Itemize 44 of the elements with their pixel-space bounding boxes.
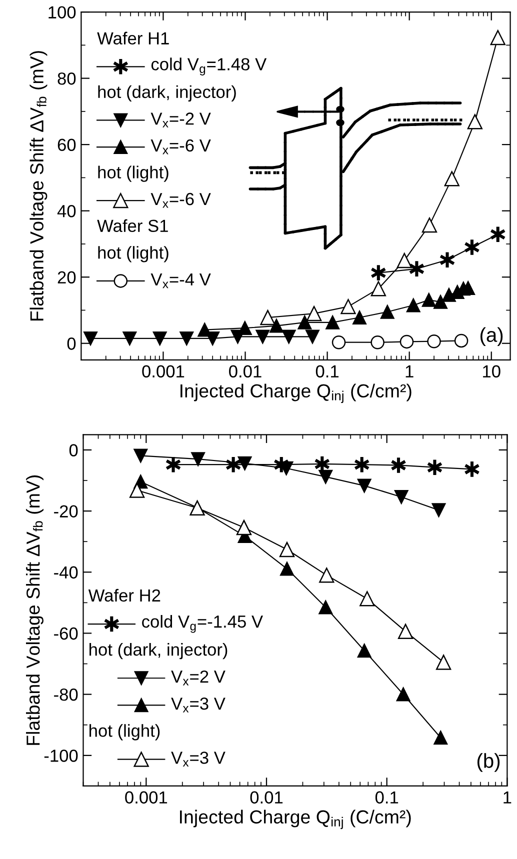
x-tick-label: 0.1: [316, 365, 339, 378]
annotation: hot (dark, injector): [90, 642, 228, 660]
y-tick-label: 80: [58, 72, 76, 85]
y-tick-label: 100: [48, 6, 76, 18]
legend-label: V$_{x}$=3 V: [171, 752, 226, 766]
y-tick-label: 20: [58, 271, 76, 284]
y-tick-label: 0: [69, 444, 78, 456]
x-tick-label: 0.01: [250, 791, 283, 804]
legend-label: V$_{x}$=-2 V: [150, 112, 211, 128]
x-axis-title: Injected Charge Q$_{inj}$ (C/cm²): [180, 810, 411, 830]
x-tick-label: 0.1: [375, 791, 398, 804]
y-tick-label: 0: [67, 338, 76, 350]
x-tick-label: 1: [504, 791, 512, 804]
annotation: hot (dark, injector): [98, 85, 236, 102]
y-tick-label: -100: [44, 750, 78, 762]
annotation: Wafer H2: [88, 588, 160, 602]
annotation: Wafer S1: [97, 219, 168, 232]
x-axis-title: Injected Charge Q$_{inj}$ (C/cm²): [180, 384, 412, 404]
legend-label: V$_{x}$=-4 V: [150, 273, 211, 288]
annotation: hot (light): [98, 246, 168, 262]
legend-label: V$_{x}$=3 V: [171, 698, 226, 712]
x-tick-label: 10: [483, 365, 500, 378]
legend-label: cold V$_{g}$=-1.45 V: [142, 614, 263, 633]
legend-label: V$_{x}$=-6 V: [150, 192, 211, 208]
annotation: (b): [477, 753, 500, 772]
y-axis-title: Flatband Voltage Shift ΔV$_{fb}$ (mV): [26, 475, 44, 745]
y-tick-label: -40: [54, 566, 78, 579]
x-tick-label: 0.001: [125, 791, 168, 804]
y-tick-label: 40: [57, 204, 76, 218]
x-tick-label: 0.001: [142, 365, 184, 378]
legend-label: V$_{x}$=-6 V: [150, 139, 211, 154]
y-tick-label: -20: [54, 505, 78, 518]
y-tick-label: 60: [58, 138, 76, 152]
y-axis-title: Flatband Voltage Shift ΔV$_{fb}$ (mV): [30, 51, 48, 321]
annotation: (a): [480, 327, 503, 346]
legend-label: V$_{x}$=2 V: [171, 670, 226, 686]
x-tick-label: 0.01: [229, 365, 262, 378]
annotation: Wafer H1: [97, 32, 169, 45]
legend-label: cold V$_{g}$=1.48 V: [151, 58, 267, 76]
x-tick-label: 1: [406, 365, 414, 378]
annotation: hot (light): [90, 724, 160, 740]
y-tick-label: -80: [54, 688, 78, 701]
y-tick-label: -60: [54, 627, 78, 640]
annotation: hot (light): [98, 166, 168, 182]
